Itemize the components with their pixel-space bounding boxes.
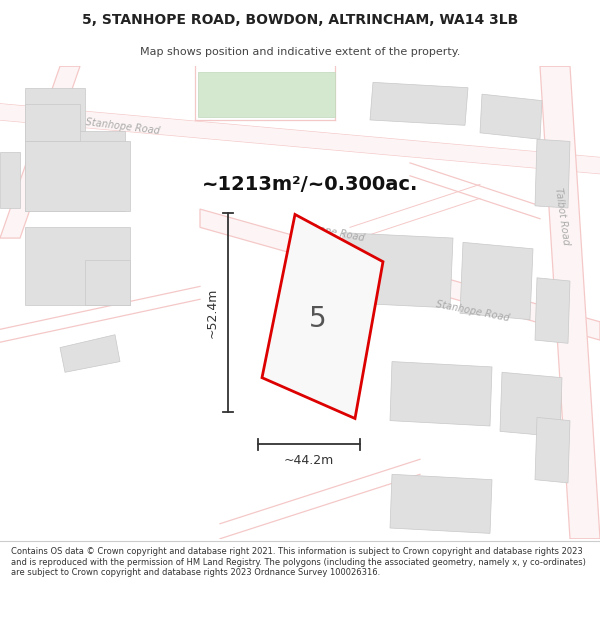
Polygon shape [25, 88, 85, 131]
Polygon shape [85, 259, 130, 304]
Polygon shape [60, 335, 120, 372]
Polygon shape [370, 82, 468, 125]
Polygon shape [0, 66, 80, 238]
Polygon shape [25, 131, 125, 211]
Polygon shape [500, 372, 562, 437]
Text: Stanhope Road: Stanhope Road [435, 299, 510, 323]
Text: 5: 5 [309, 304, 327, 332]
Polygon shape [535, 139, 570, 208]
Polygon shape [0, 152, 20, 208]
Polygon shape [0, 104, 600, 174]
Polygon shape [460, 242, 533, 319]
Polygon shape [25, 228, 130, 304]
Polygon shape [390, 474, 492, 533]
Polygon shape [25, 141, 130, 211]
Text: Contains OS data © Crown copyright and database right 2021. This information is : Contains OS data © Crown copyright and d… [11, 548, 586, 577]
Polygon shape [390, 361, 492, 426]
Text: ~52.4m: ~52.4m [206, 288, 219, 338]
Polygon shape [25, 104, 80, 141]
Polygon shape [340, 232, 453, 308]
Text: 5, STANHOPE ROAD, BOWDON, ALTRINCHAM, WA14 3LB: 5, STANHOPE ROAD, BOWDON, ALTRINCHAM, WA… [82, 13, 518, 27]
Text: ~1213m²/~0.300ac.: ~1213m²/~0.300ac. [202, 175, 418, 194]
Text: Stanhope Road: Stanhope Road [290, 219, 365, 244]
Polygon shape [540, 66, 600, 539]
Polygon shape [262, 214, 383, 419]
Polygon shape [535, 278, 570, 343]
Text: Talbot Road: Talbot Road [553, 187, 571, 246]
Text: Map shows position and indicative extent of the property.: Map shows position and indicative extent… [140, 47, 460, 57]
Polygon shape [480, 94, 542, 139]
Text: Stanhope Road: Stanhope Road [85, 117, 160, 136]
Polygon shape [200, 209, 600, 340]
Text: ~44.2m: ~44.2m [284, 454, 334, 467]
Polygon shape [198, 72, 335, 117]
Polygon shape [535, 418, 570, 483]
